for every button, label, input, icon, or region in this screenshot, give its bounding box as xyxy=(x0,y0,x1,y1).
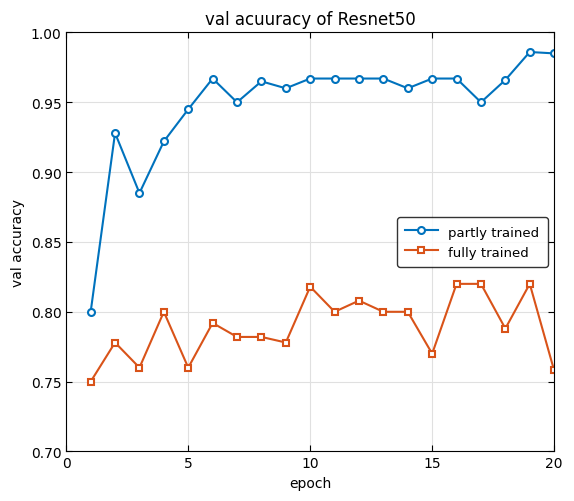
fully trained xyxy=(282,340,289,346)
partly trained xyxy=(526,50,533,56)
Legend: partly trained, fully trained: partly trained, fully trained xyxy=(397,218,548,267)
partly trained xyxy=(404,86,411,92)
partly trained xyxy=(234,100,241,106)
partly trained xyxy=(478,100,484,106)
partly trained xyxy=(453,76,460,82)
partly trained xyxy=(307,76,313,82)
fully trained xyxy=(307,284,313,290)
fully trained xyxy=(453,281,460,287)
partly trained xyxy=(136,191,143,197)
partly trained xyxy=(380,76,387,82)
partly trained xyxy=(185,107,192,113)
partly trained xyxy=(429,76,436,82)
fully trained xyxy=(185,365,192,371)
fully trained xyxy=(136,365,143,371)
fully trained xyxy=(526,281,533,287)
fully trained xyxy=(160,309,167,315)
fully trained xyxy=(111,340,118,346)
partly trained xyxy=(550,51,557,57)
partly trained xyxy=(502,78,509,84)
partly trained xyxy=(282,86,289,92)
fully trained xyxy=(331,309,338,315)
Line: partly trained: partly trained xyxy=(87,50,557,316)
fully trained xyxy=(404,309,411,315)
partly trained xyxy=(209,76,216,82)
partly trained xyxy=(331,76,338,82)
fully trained xyxy=(258,334,265,340)
Title: val acuuracy of Resnet50: val acuuracy of Resnet50 xyxy=(205,11,416,29)
partly trained xyxy=(258,79,265,85)
X-axis label: epoch: epoch xyxy=(289,476,331,490)
fully trained xyxy=(209,320,216,326)
fully trained xyxy=(87,379,94,385)
fully trained xyxy=(380,309,387,315)
fully trained xyxy=(355,298,362,304)
Line: fully trained: fully trained xyxy=(87,281,557,385)
partly trained xyxy=(111,131,118,137)
fully trained xyxy=(478,281,484,287)
fully trained xyxy=(550,368,557,374)
fully trained xyxy=(234,334,241,340)
fully trained xyxy=(502,326,509,332)
fully trained xyxy=(429,351,436,357)
partly trained xyxy=(355,76,362,82)
partly trained xyxy=(87,309,94,315)
partly trained xyxy=(160,139,167,145)
Y-axis label: val accuracy: val accuracy xyxy=(11,198,25,287)
